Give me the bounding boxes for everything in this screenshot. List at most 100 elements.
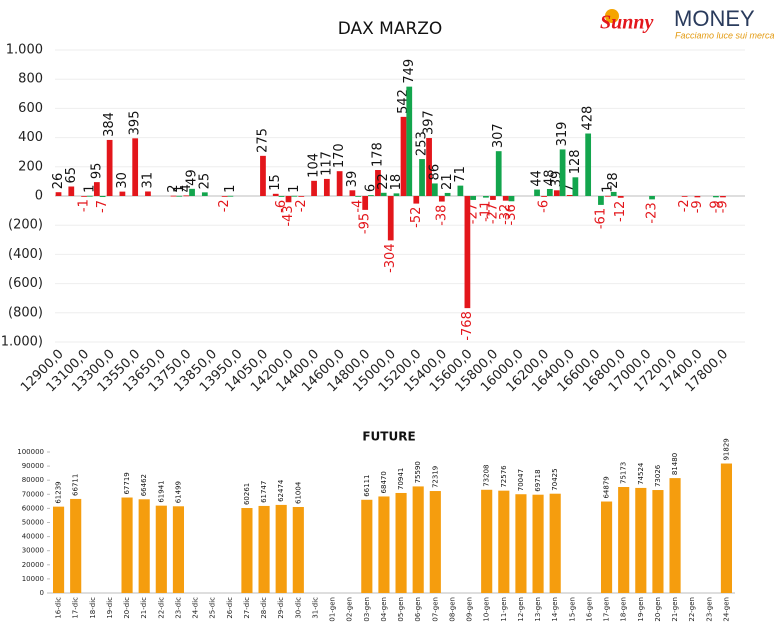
- data-label: 66711: [72, 474, 80, 496]
- bar: [362, 196, 369, 210]
- bar: [457, 185, 464, 196]
- bar: [464, 196, 471, 309]
- bar: [52, 506, 65, 593]
- y-tick-label: 90000: [22, 462, 44, 470]
- x-tick-label: 28-dic: [260, 597, 268, 619]
- data-label: 62474: [277, 479, 285, 502]
- bar: [600, 501, 613, 593]
- x-tick-label: 22-dic: [157, 597, 165, 619]
- bar: [502, 196, 509, 201]
- bar: [106, 139, 113, 196]
- data-label: 71: [453, 166, 468, 183]
- data-label: 73026: [654, 464, 662, 487]
- data-label: 66462: [140, 474, 148, 496]
- bar: [618, 487, 630, 593]
- data-label: 7: [562, 184, 577, 192]
- data-label: -95: [358, 213, 373, 234]
- bar: [566, 194, 573, 196]
- bar: [183, 195, 190, 197]
- y-tick-label: 10000: [22, 575, 44, 583]
- bar: [323, 178, 330, 196]
- bar: [70, 498, 82, 593]
- bar: [546, 188, 553, 196]
- data-label: 22: [376, 173, 391, 190]
- bar: [68, 186, 75, 196]
- data-label: 66111: [363, 475, 371, 497]
- data-label: 73208: [483, 464, 491, 486]
- data-label: 21: [440, 173, 455, 190]
- x-tick-label: 17-dic: [72, 597, 80, 619]
- logo: Sunny MONEY Facciamo luce sui mercati: [600, 6, 774, 41]
- data-label: -2: [677, 199, 692, 212]
- data-label: -9: [715, 200, 730, 213]
- x-tick-label: 18-dic: [89, 597, 97, 619]
- x-tick-label: 21-gen: [671, 597, 679, 622]
- data-label: 384: [102, 112, 117, 137]
- y-tick-label: 30000: [22, 547, 44, 555]
- x-tick-label: 29-dic: [277, 597, 285, 619]
- y-tick-label: 800: [18, 72, 43, 87]
- bar: [189, 188, 195, 196]
- y-tick-label: 20000: [22, 561, 44, 569]
- bar: [378, 496, 390, 593]
- bar: [336, 171, 343, 196]
- data-label: -12: [613, 201, 628, 222]
- bar: [681, 196, 688, 197]
- bar: [55, 192, 62, 196]
- bar: [605, 195, 611, 197]
- data-label: 397: [422, 110, 437, 135]
- y-tick-label: 1.000: [6, 43, 43, 58]
- data-label: 395: [128, 111, 143, 136]
- bar: [553, 190, 560, 196]
- data-label: -38: [434, 205, 449, 226]
- x-tick-label: 20-gen: [654, 597, 662, 622]
- data-label: 48: [542, 169, 557, 186]
- x-tick-label: 18-gen: [620, 597, 628, 622]
- data-label: -32: [498, 204, 513, 225]
- y-tick-label: 600: [18, 101, 43, 116]
- bar: [176, 195, 183, 197]
- bar: [298, 196, 305, 197]
- data-label: 65: [64, 167, 79, 184]
- x-tick-label: 30-dic: [294, 597, 302, 619]
- data-label: 69718: [534, 469, 542, 491]
- bar: [93, 182, 100, 196]
- bar: [221, 196, 228, 197]
- x-tick-label: 24-dic: [192, 597, 200, 619]
- x-tick-label: 15-gen: [568, 597, 576, 622]
- bar: [155, 505, 167, 593]
- data-label: 67719: [123, 472, 131, 494]
- bar: [138, 499, 150, 593]
- y-tick-label: (200): [8, 218, 43, 233]
- bar: [444, 192, 451, 196]
- x-tick-label: 08-gen: [448, 597, 456, 622]
- chart-title: FUTURE: [362, 430, 415, 444]
- y-tick-label: 50000: [22, 519, 44, 527]
- data-label: -304: [383, 243, 398, 273]
- data-label: 253: [415, 131, 430, 156]
- bar: [498, 490, 510, 593]
- bar: [291, 195, 298, 197]
- y-tick-label: (1.000): [0, 335, 43, 350]
- bar: [559, 149, 566, 196]
- data-label: -43: [281, 205, 296, 226]
- data-label: 72319: [431, 466, 439, 488]
- data-label: -9: [708, 200, 723, 213]
- bar: [368, 195, 374, 196]
- bar: [413, 196, 420, 204]
- data-label: 307: [491, 123, 506, 148]
- data-label: 319: [555, 122, 570, 147]
- y-tick-label: (400): [8, 247, 43, 262]
- bar: [201, 192, 208, 196]
- y-tick-label: (600): [8, 276, 43, 291]
- data-label: 61004: [294, 481, 302, 504]
- bar: [170, 195, 177, 197]
- x-tick-label: 03-gen: [363, 597, 371, 622]
- data-label: 70425: [551, 468, 559, 490]
- y-tick-label: (800): [8, 305, 43, 320]
- x-tick-label: 13-gen: [534, 597, 542, 622]
- bar: [227, 195, 234, 197]
- bar: [260, 155, 266, 196]
- data-label: 49: [185, 169, 200, 186]
- bar: [669, 478, 681, 593]
